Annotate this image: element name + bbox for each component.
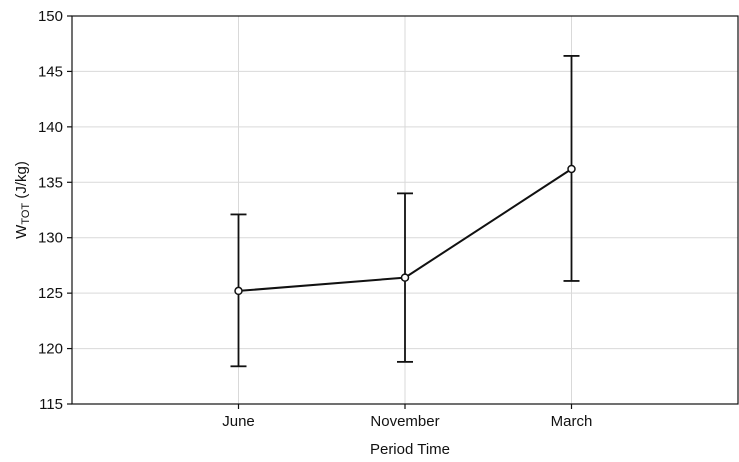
y-tick-label: 125 (38, 285, 63, 302)
x-tick-label: March (551, 413, 593, 430)
y-tick-label: 150 (38, 8, 63, 25)
x-tick-label: November (370, 413, 439, 430)
y-axis-title: WTOT (J/kg) (13, 161, 32, 239)
axis-layer: 115 120 125 130 135 140 145 150 June November Marc… (38, 8, 739, 430)
series-layer (230, 55, 580, 368)
x-tick-label: June (222, 413, 255, 430)
y-tick-label: 140 (38, 119, 63, 136)
y-axis-title-unit: (J/kg) (13, 161, 30, 203)
y-tick-label: 145 (38, 63, 63, 80)
y-tick-label: 120 (38, 341, 63, 358)
y-tick-label: 135 (38, 174, 63, 191)
y-tick-label: 130 (38, 230, 63, 247)
data-point (234, 286, 243, 296)
x-axis-title: Period Time (370, 441, 450, 457)
data-point (400, 273, 410, 282)
y-tick-label: 115 (39, 396, 63, 413)
y-axis-title-subscript: TOT (20, 203, 32, 225)
y-axis-title-main: W (13, 224, 30, 239)
data-point (567, 164, 576, 174)
